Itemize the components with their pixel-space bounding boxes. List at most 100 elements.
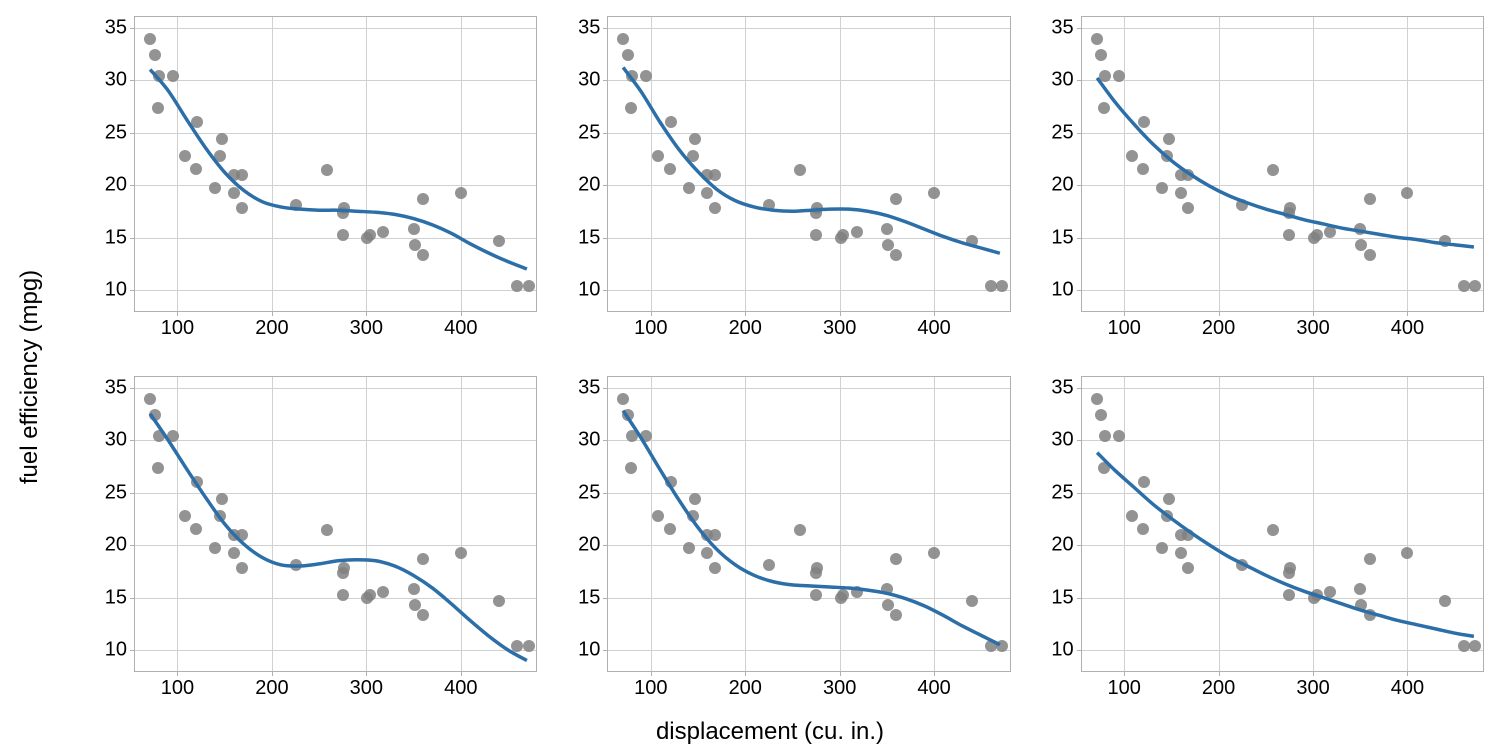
x-tick-label: 200 [255,317,288,340]
y-tick-label: 10 [578,279,600,302]
tick-mark [366,311,367,316]
y-tick-label: 35 [578,376,600,399]
y-tick-label: 25 [578,121,600,144]
panel-grid: 100 200 300 400 10 15 20 25 30 35 100 200 300 400 10 15… [90,10,1490,710]
y-tick-label: 15 [105,226,127,249]
y-tick-label: 10 [1051,639,1073,662]
y-tick-label: 25 [578,481,600,504]
tick-mark [651,671,652,676]
x-tick-label: 400 [1391,677,1424,700]
x-tick-label: 400 [444,317,477,340]
tick-mark [366,671,367,676]
y-tick-label: 35 [1051,16,1073,39]
y-tick-label: 30 [578,429,600,452]
plot-area: 100200300400101520253035 [1081,16,1484,312]
tick-mark [1219,311,1220,316]
y-tick-label: 10 [578,639,600,662]
tick-mark [461,311,462,316]
x-tick-label: 400 [1391,317,1424,340]
panel: 100200300400101520253035 [563,370,1016,710]
tick-mark [840,671,841,676]
y-tick-label: 20 [1051,534,1073,557]
y-tick-label: 35 [105,16,127,39]
panel: 100 200 300 400 10 15 20 25 30 35 [563,10,1016,350]
plot-area: 100200300400101520253035 [1081,376,1484,672]
x-tick-label: 100 [634,317,667,340]
panel: 100 200 300 400 10 15 20 25 30 35 [1037,10,1490,350]
y-tick-label: 20 [105,174,127,197]
x-tick-label: 400 [917,677,950,700]
panel: 100 200 300 400 10 15 20 25 30 35 [1037,370,1490,710]
tick-mark [177,671,178,676]
tick-mark [1407,311,1408,316]
y-tick-label: 25 [105,481,127,504]
tick-mark [272,311,273,316]
x-tick-label: 300 [1296,677,1329,700]
tick-mark [934,311,935,316]
tick-mark [840,311,841,316]
tick-mark [1124,671,1125,676]
plot-area: 100200300400101520253035 [607,376,1010,672]
plot-area: 100200300400101520253035 [134,376,537,672]
tick-mark [272,671,273,676]
trend-curve [608,17,1009,311]
figure: fuel efficiency (mpg) 100200300400101520… [40,10,1500,744]
x-tick-label: 100 [1107,677,1140,700]
x-tick-label: 300 [823,677,856,700]
tick-mark [177,311,178,316]
tick-mark [1313,671,1314,676]
x-tick-label: 400 [917,317,950,340]
trend-curve [1082,377,1483,671]
tick-mark [651,311,652,316]
x-tick-label: 100 [634,677,667,700]
y-tick-label: 30 [105,429,127,452]
x-tick-label: 200 [729,317,762,340]
y-tick-label: 10 [105,279,127,302]
y-tick-label: 15 [578,226,600,249]
tick-mark [1219,671,1220,676]
y-tick-label: 15 [1051,226,1073,249]
y-tick-label: 25 [1051,121,1073,144]
x-tick-label: 100 [161,677,194,700]
plot-area: 100200300400101520253035 [134,16,537,312]
x-tick-label: 300 [350,317,383,340]
x-tick-label: 200 [1202,677,1235,700]
y-tick-label: 30 [105,69,127,92]
x-tick-label: 200 [1202,317,1235,340]
y-tick-label: 20 [578,174,600,197]
y-tick-label: 35 [105,376,127,399]
x-tick-label: 100 [161,317,194,340]
x-axis-label: displacement (cu. in.) [656,718,884,746]
tick-mark [1313,311,1314,316]
y-tick-label: 20 [105,534,127,557]
tick-mark [461,671,462,676]
trend-curve [135,377,536,671]
y-tick-label: 30 [1051,69,1073,92]
x-tick-label: 100 [1107,317,1140,340]
tick-mark [1407,671,1408,676]
y-tick-label: 15 [1051,586,1073,609]
y-tick-label: 35 [1051,376,1073,399]
x-tick-label: 200 [255,677,288,700]
y-tick-label: 10 [1051,279,1073,302]
x-tick-label: 300 [823,317,856,340]
tick-mark [934,671,935,676]
x-tick-label: 300 [350,677,383,700]
y-tick-label: 30 [578,69,600,92]
trend-curve [135,17,536,311]
tick-mark [745,671,746,676]
y-axis-label: fuel efficiency (mpg) [16,270,44,484]
y-tick-label: 30 [1051,429,1073,452]
x-tick-label: 400 [444,677,477,700]
x-tick-label: 200 [729,677,762,700]
trend-curve [608,377,1009,671]
y-tick-label: 35 [578,16,600,39]
y-tick-label: 10 [105,639,127,662]
y-tick-label: 20 [1051,174,1073,197]
panel: 100200300400101520253035 [90,370,543,710]
tick-mark [1124,311,1125,316]
y-tick-label: 25 [1051,481,1073,504]
y-tick-label: 15 [578,586,600,609]
x-tick-label: 300 [1296,317,1329,340]
panel: 100200300400101520253035 [90,10,543,350]
